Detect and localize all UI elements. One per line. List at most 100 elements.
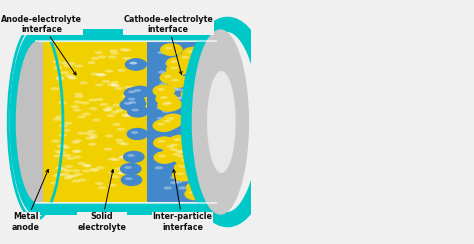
Ellipse shape bbox=[64, 122, 73, 125]
Ellipse shape bbox=[60, 61, 69, 65]
Ellipse shape bbox=[119, 99, 141, 111]
Ellipse shape bbox=[165, 63, 190, 77]
Ellipse shape bbox=[166, 117, 174, 120]
Ellipse shape bbox=[181, 69, 190, 72]
Ellipse shape bbox=[86, 165, 111, 179]
Ellipse shape bbox=[125, 98, 146, 110]
Ellipse shape bbox=[73, 155, 82, 159]
Ellipse shape bbox=[185, 129, 210, 143]
Ellipse shape bbox=[166, 75, 189, 88]
Ellipse shape bbox=[68, 146, 93, 160]
Ellipse shape bbox=[164, 47, 173, 50]
Ellipse shape bbox=[119, 48, 128, 51]
Ellipse shape bbox=[118, 156, 127, 159]
Ellipse shape bbox=[128, 154, 135, 157]
Ellipse shape bbox=[114, 44, 139, 58]
Ellipse shape bbox=[182, 121, 191, 124]
Ellipse shape bbox=[166, 86, 175, 89]
Ellipse shape bbox=[64, 74, 73, 77]
Ellipse shape bbox=[191, 132, 199, 136]
Ellipse shape bbox=[63, 154, 72, 157]
Ellipse shape bbox=[100, 131, 125, 144]
Ellipse shape bbox=[186, 50, 194, 53]
Ellipse shape bbox=[169, 143, 178, 146]
Ellipse shape bbox=[74, 77, 99, 92]
Ellipse shape bbox=[185, 129, 210, 143]
Ellipse shape bbox=[57, 125, 82, 139]
Ellipse shape bbox=[177, 85, 201, 99]
Ellipse shape bbox=[169, 176, 193, 190]
Ellipse shape bbox=[93, 69, 118, 83]
Ellipse shape bbox=[173, 143, 182, 146]
Ellipse shape bbox=[73, 149, 82, 152]
Ellipse shape bbox=[159, 116, 182, 129]
Ellipse shape bbox=[164, 120, 171, 123]
Ellipse shape bbox=[170, 144, 178, 147]
Ellipse shape bbox=[189, 191, 197, 194]
Ellipse shape bbox=[190, 184, 198, 187]
Ellipse shape bbox=[74, 93, 83, 96]
Ellipse shape bbox=[179, 102, 204, 116]
Ellipse shape bbox=[74, 173, 82, 176]
Ellipse shape bbox=[166, 145, 174, 148]
Ellipse shape bbox=[72, 150, 81, 153]
Ellipse shape bbox=[46, 136, 71, 150]
Ellipse shape bbox=[162, 67, 186, 81]
Ellipse shape bbox=[78, 160, 103, 174]
Ellipse shape bbox=[54, 66, 62, 69]
Ellipse shape bbox=[101, 80, 110, 83]
Ellipse shape bbox=[165, 100, 174, 103]
Ellipse shape bbox=[184, 148, 209, 162]
Ellipse shape bbox=[184, 132, 209, 146]
Ellipse shape bbox=[185, 71, 210, 85]
Ellipse shape bbox=[112, 168, 137, 182]
Ellipse shape bbox=[81, 102, 90, 105]
Ellipse shape bbox=[131, 131, 138, 134]
Ellipse shape bbox=[174, 180, 182, 183]
Ellipse shape bbox=[113, 152, 138, 166]
Ellipse shape bbox=[125, 58, 146, 71]
Ellipse shape bbox=[121, 174, 142, 186]
Ellipse shape bbox=[51, 72, 75, 86]
Ellipse shape bbox=[103, 108, 112, 111]
Ellipse shape bbox=[51, 73, 75, 87]
Polygon shape bbox=[36, 29, 216, 215]
Ellipse shape bbox=[106, 107, 130, 121]
Ellipse shape bbox=[82, 112, 91, 116]
Ellipse shape bbox=[107, 114, 115, 117]
Ellipse shape bbox=[52, 140, 60, 143]
Ellipse shape bbox=[57, 151, 66, 154]
Ellipse shape bbox=[112, 138, 137, 152]
Ellipse shape bbox=[155, 89, 180, 103]
Ellipse shape bbox=[168, 93, 193, 107]
Ellipse shape bbox=[100, 102, 125, 116]
Ellipse shape bbox=[188, 166, 196, 169]
Ellipse shape bbox=[85, 69, 110, 82]
Ellipse shape bbox=[153, 157, 178, 171]
Ellipse shape bbox=[66, 137, 91, 151]
Ellipse shape bbox=[190, 132, 199, 136]
Ellipse shape bbox=[170, 146, 193, 159]
Ellipse shape bbox=[185, 94, 193, 98]
Ellipse shape bbox=[110, 135, 135, 149]
Ellipse shape bbox=[183, 88, 192, 92]
Ellipse shape bbox=[184, 145, 192, 148]
Ellipse shape bbox=[126, 58, 147, 71]
Ellipse shape bbox=[173, 183, 198, 197]
Ellipse shape bbox=[189, 152, 197, 155]
Ellipse shape bbox=[117, 128, 125, 131]
Ellipse shape bbox=[182, 52, 207, 66]
Ellipse shape bbox=[182, 153, 205, 166]
Ellipse shape bbox=[157, 99, 180, 112]
Ellipse shape bbox=[51, 169, 75, 183]
Ellipse shape bbox=[118, 45, 143, 59]
Ellipse shape bbox=[90, 80, 115, 93]
Ellipse shape bbox=[110, 111, 119, 114]
Ellipse shape bbox=[90, 47, 114, 61]
Ellipse shape bbox=[82, 169, 91, 173]
Ellipse shape bbox=[120, 155, 128, 158]
Ellipse shape bbox=[74, 64, 83, 68]
Ellipse shape bbox=[176, 155, 199, 168]
Ellipse shape bbox=[98, 105, 123, 119]
Ellipse shape bbox=[165, 140, 188, 153]
